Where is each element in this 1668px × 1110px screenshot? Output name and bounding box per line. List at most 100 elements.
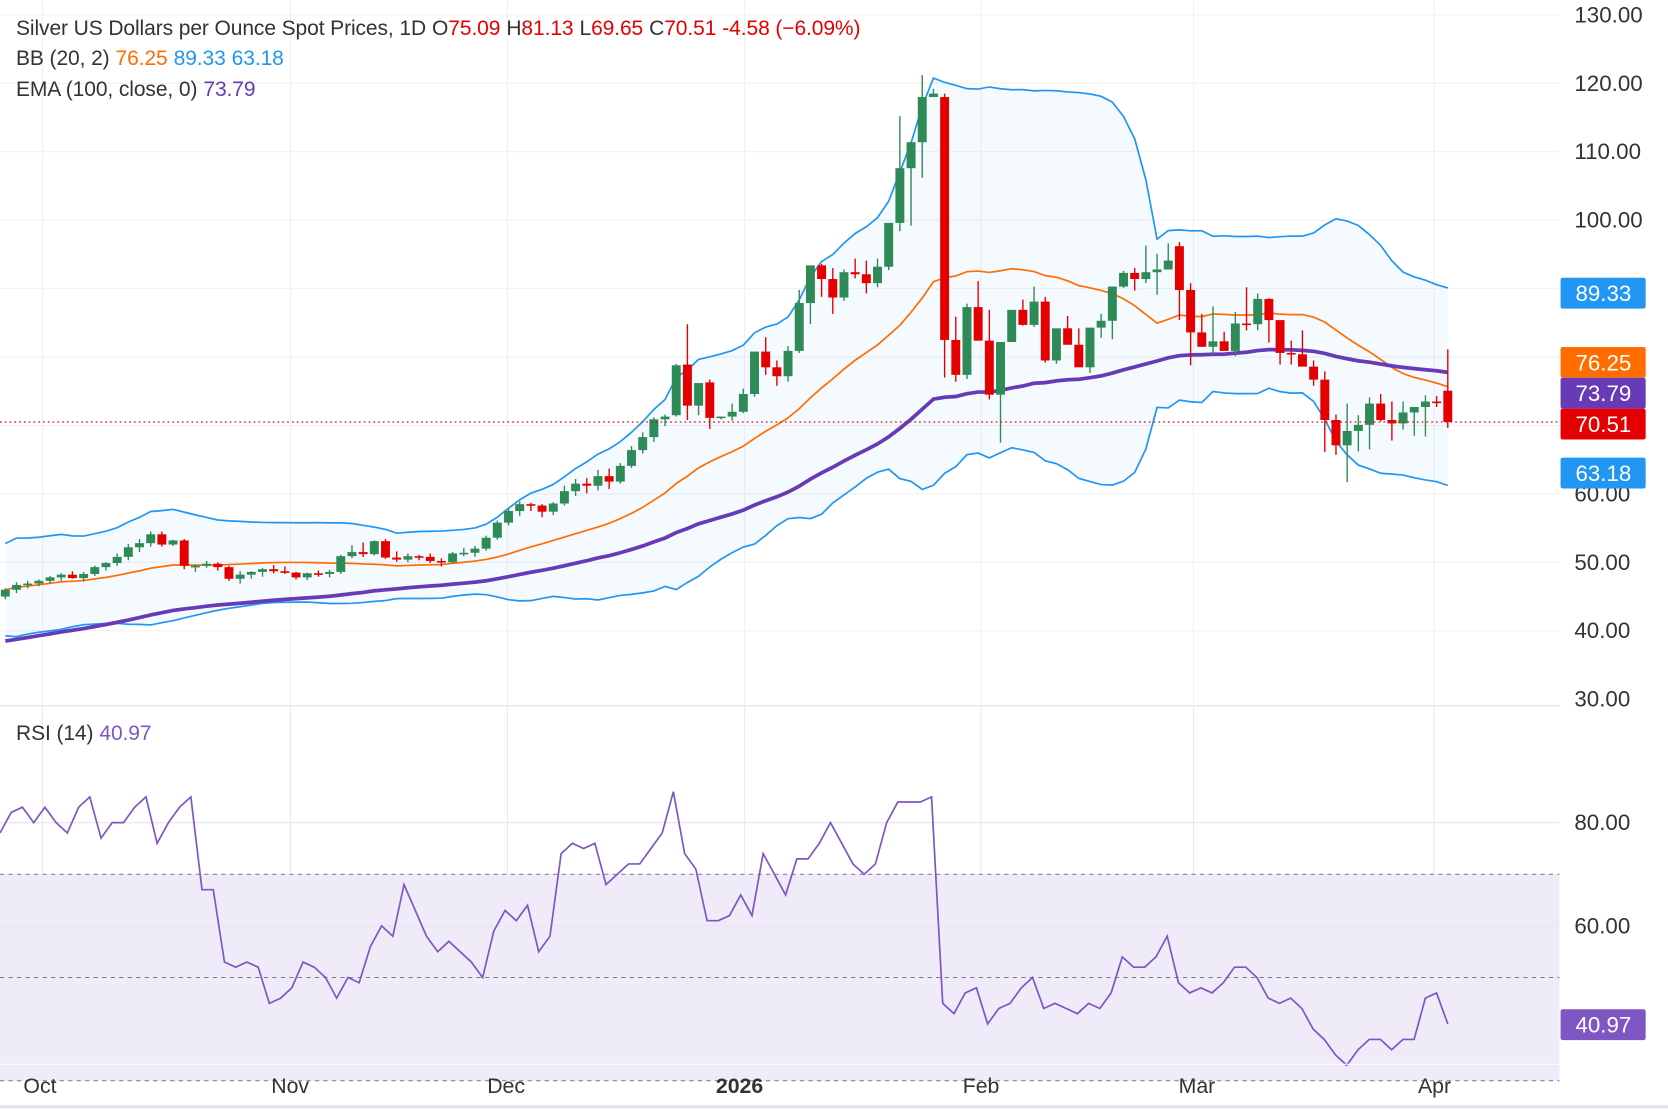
candle-body xyxy=(381,541,390,558)
candle-body xyxy=(750,351,759,395)
ema-badge xyxy=(1560,377,1646,409)
candle-body xyxy=(559,491,569,504)
candle-body xyxy=(325,571,335,574)
candle-body xyxy=(694,383,704,406)
candle-body xyxy=(179,540,189,566)
candle-body xyxy=(817,265,827,280)
candle-body xyxy=(660,416,670,420)
candle-body xyxy=(1208,341,1218,347)
candle-body xyxy=(582,483,592,486)
time-axis-label: Apr xyxy=(1418,1074,1451,1098)
high-value: 81.13 xyxy=(521,17,574,40)
candle-body xyxy=(1018,309,1028,325)
candle-body xyxy=(112,556,122,564)
candle-body xyxy=(1186,289,1196,333)
candle-body xyxy=(1051,328,1061,361)
candle-body xyxy=(1174,246,1184,290)
candle-body xyxy=(1353,424,1363,431)
rsi-band-fill xyxy=(0,874,1560,1081)
candle-body xyxy=(1387,420,1397,424)
candle-body xyxy=(794,302,804,351)
candle-body xyxy=(202,563,212,566)
candle-body xyxy=(738,394,748,412)
rsi-legend[interactable]: RSI (14) 40.97 xyxy=(16,722,157,746)
candle-body xyxy=(593,476,603,486)
candle-body xyxy=(649,419,659,438)
candle-body xyxy=(101,563,111,568)
candle-body xyxy=(1342,430,1352,446)
candle-body xyxy=(45,577,55,581)
candle-body xyxy=(1096,320,1106,328)
last-price-badge xyxy=(1560,408,1646,440)
bb-legend[interactable]: BB (20, 2) 76.25 89.33 63.18 xyxy=(16,47,290,71)
bb-upper-badge xyxy=(1560,277,1646,309)
bb-basis-badge-text: 76.25 xyxy=(1575,350,1631,375)
bb-lower-line xyxy=(5,387,1449,638)
candle-body xyxy=(425,556,435,561)
candle-body xyxy=(1365,403,1374,425)
candle-body xyxy=(235,574,245,579)
candle-body xyxy=(190,565,200,568)
candle-body xyxy=(761,351,771,368)
candle-body xyxy=(1141,272,1151,280)
candle-body xyxy=(280,571,290,573)
price-axis-tick: 30.00 xyxy=(1574,687,1630,712)
candle-body xyxy=(56,574,66,578)
candle-body xyxy=(1275,320,1285,353)
candle-body xyxy=(839,272,849,298)
time-axis-label: Oct xyxy=(23,1074,56,1098)
candle-body xyxy=(1130,272,1140,280)
candle-body xyxy=(548,503,558,512)
candle-body xyxy=(347,552,357,557)
ema-legend[interactable]: EMA (100, close, 0) 73.79 xyxy=(16,78,261,102)
candle-body xyxy=(0,589,10,597)
candle-body xyxy=(1420,401,1430,408)
bb-fill-area xyxy=(5,78,1448,637)
candle-body xyxy=(146,534,156,544)
candle-body xyxy=(772,367,782,377)
candle-body xyxy=(537,505,547,512)
price-axis-tick: 40.00 xyxy=(1574,618,1630,643)
candle-body xyxy=(515,504,525,512)
candle-body xyxy=(448,553,458,563)
candle-body xyxy=(1085,327,1095,368)
low-label: L xyxy=(579,17,592,40)
bb-upper-value: 89.33 xyxy=(173,47,226,70)
time-axis-label: 2026 xyxy=(716,1074,763,1098)
candle-body xyxy=(168,540,178,545)
candle-body xyxy=(12,584,21,590)
candle-body xyxy=(414,556,424,558)
candle-body xyxy=(571,483,581,492)
candle-body xyxy=(1309,366,1319,380)
bb-upper-badge-text: 89.33 xyxy=(1575,281,1631,306)
candle-body xyxy=(1398,412,1408,424)
last-price-badge-text: 70.51 xyxy=(1575,412,1631,437)
bb-lower-value: 63.18 xyxy=(231,47,284,70)
candle-body xyxy=(1409,407,1419,413)
rsi-value-badge-text: 40.97 xyxy=(1575,1013,1631,1038)
bb-lower-badge xyxy=(1560,457,1646,489)
high-label: H xyxy=(506,17,522,40)
candle-body xyxy=(123,547,133,557)
price-axis-tick: 100.00 xyxy=(1574,208,1642,233)
candle-body xyxy=(392,557,402,560)
open-label: O xyxy=(432,17,449,40)
candle-body xyxy=(705,382,715,418)
candle-body xyxy=(627,450,636,466)
candle-body xyxy=(962,307,972,375)
candle-body xyxy=(996,341,1005,395)
candle-body xyxy=(973,307,983,341)
bb-lower-badge-text: 63.18 xyxy=(1575,461,1631,486)
candle-body xyxy=(1152,269,1162,273)
candle-body xyxy=(895,168,905,223)
time-axis-label: Nov xyxy=(271,1074,309,1098)
bb-basis-value: 76.25 xyxy=(115,47,168,70)
candle-body xyxy=(671,365,681,416)
candle-body xyxy=(1040,301,1050,361)
candlestick-series xyxy=(0,75,1453,600)
candle-body xyxy=(436,560,446,563)
rsi-pane xyxy=(0,704,1668,1082)
candle-body xyxy=(526,504,536,506)
candle-body xyxy=(492,522,502,538)
